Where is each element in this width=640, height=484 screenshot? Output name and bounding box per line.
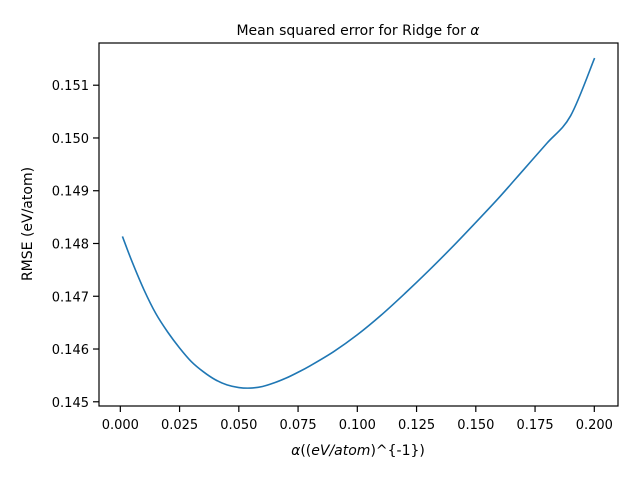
chart-title: Mean squared error for Ridge for α [236, 23, 480, 39]
y-tick-label: 0.146 [52, 343, 89, 358]
y-tick-label: 0.149 [52, 185, 89, 200]
x-tick-label: 0.175 [516, 418, 553, 433]
y-axis-label: RMSE (eV/atom) [20, 167, 36, 281]
y-tick-label: 0.151 [52, 79, 89, 94]
x-tick-label: 0.100 [339, 418, 376, 433]
y-ticks: 0.145 0.146 0.147 0.148 0.149 0.150 0.151 [52, 79, 99, 411]
series-line [121, 57, 596, 389]
x-tick-label: 0.125 [398, 418, 435, 433]
y-tick-label: 0.150 [52, 132, 89, 147]
x-tick-label: 0.000 [102, 418, 139, 433]
axes-frame [98, 42, 619, 407]
x-tick-label: 0.150 [457, 418, 494, 433]
x-axis-label: α((eV/atom)^{-1}) [291, 443, 425, 459]
x-tick-label: 0.050 [220, 418, 257, 433]
x-tick-label: 0.075 [279, 418, 316, 433]
x-tick-label: 0.025 [161, 418, 198, 433]
y-tick-label: 0.145 [52, 396, 89, 411]
x-ticks: 0.000 0.025 0.050 0.075 0.100 0.125 0.150 0.175… [102, 406, 613, 433]
y-tick-label: 0.147 [52, 290, 89, 305]
x-tick-label: 0.200 [576, 418, 613, 433]
y-tick-label: 0.148 [52, 237, 89, 252]
